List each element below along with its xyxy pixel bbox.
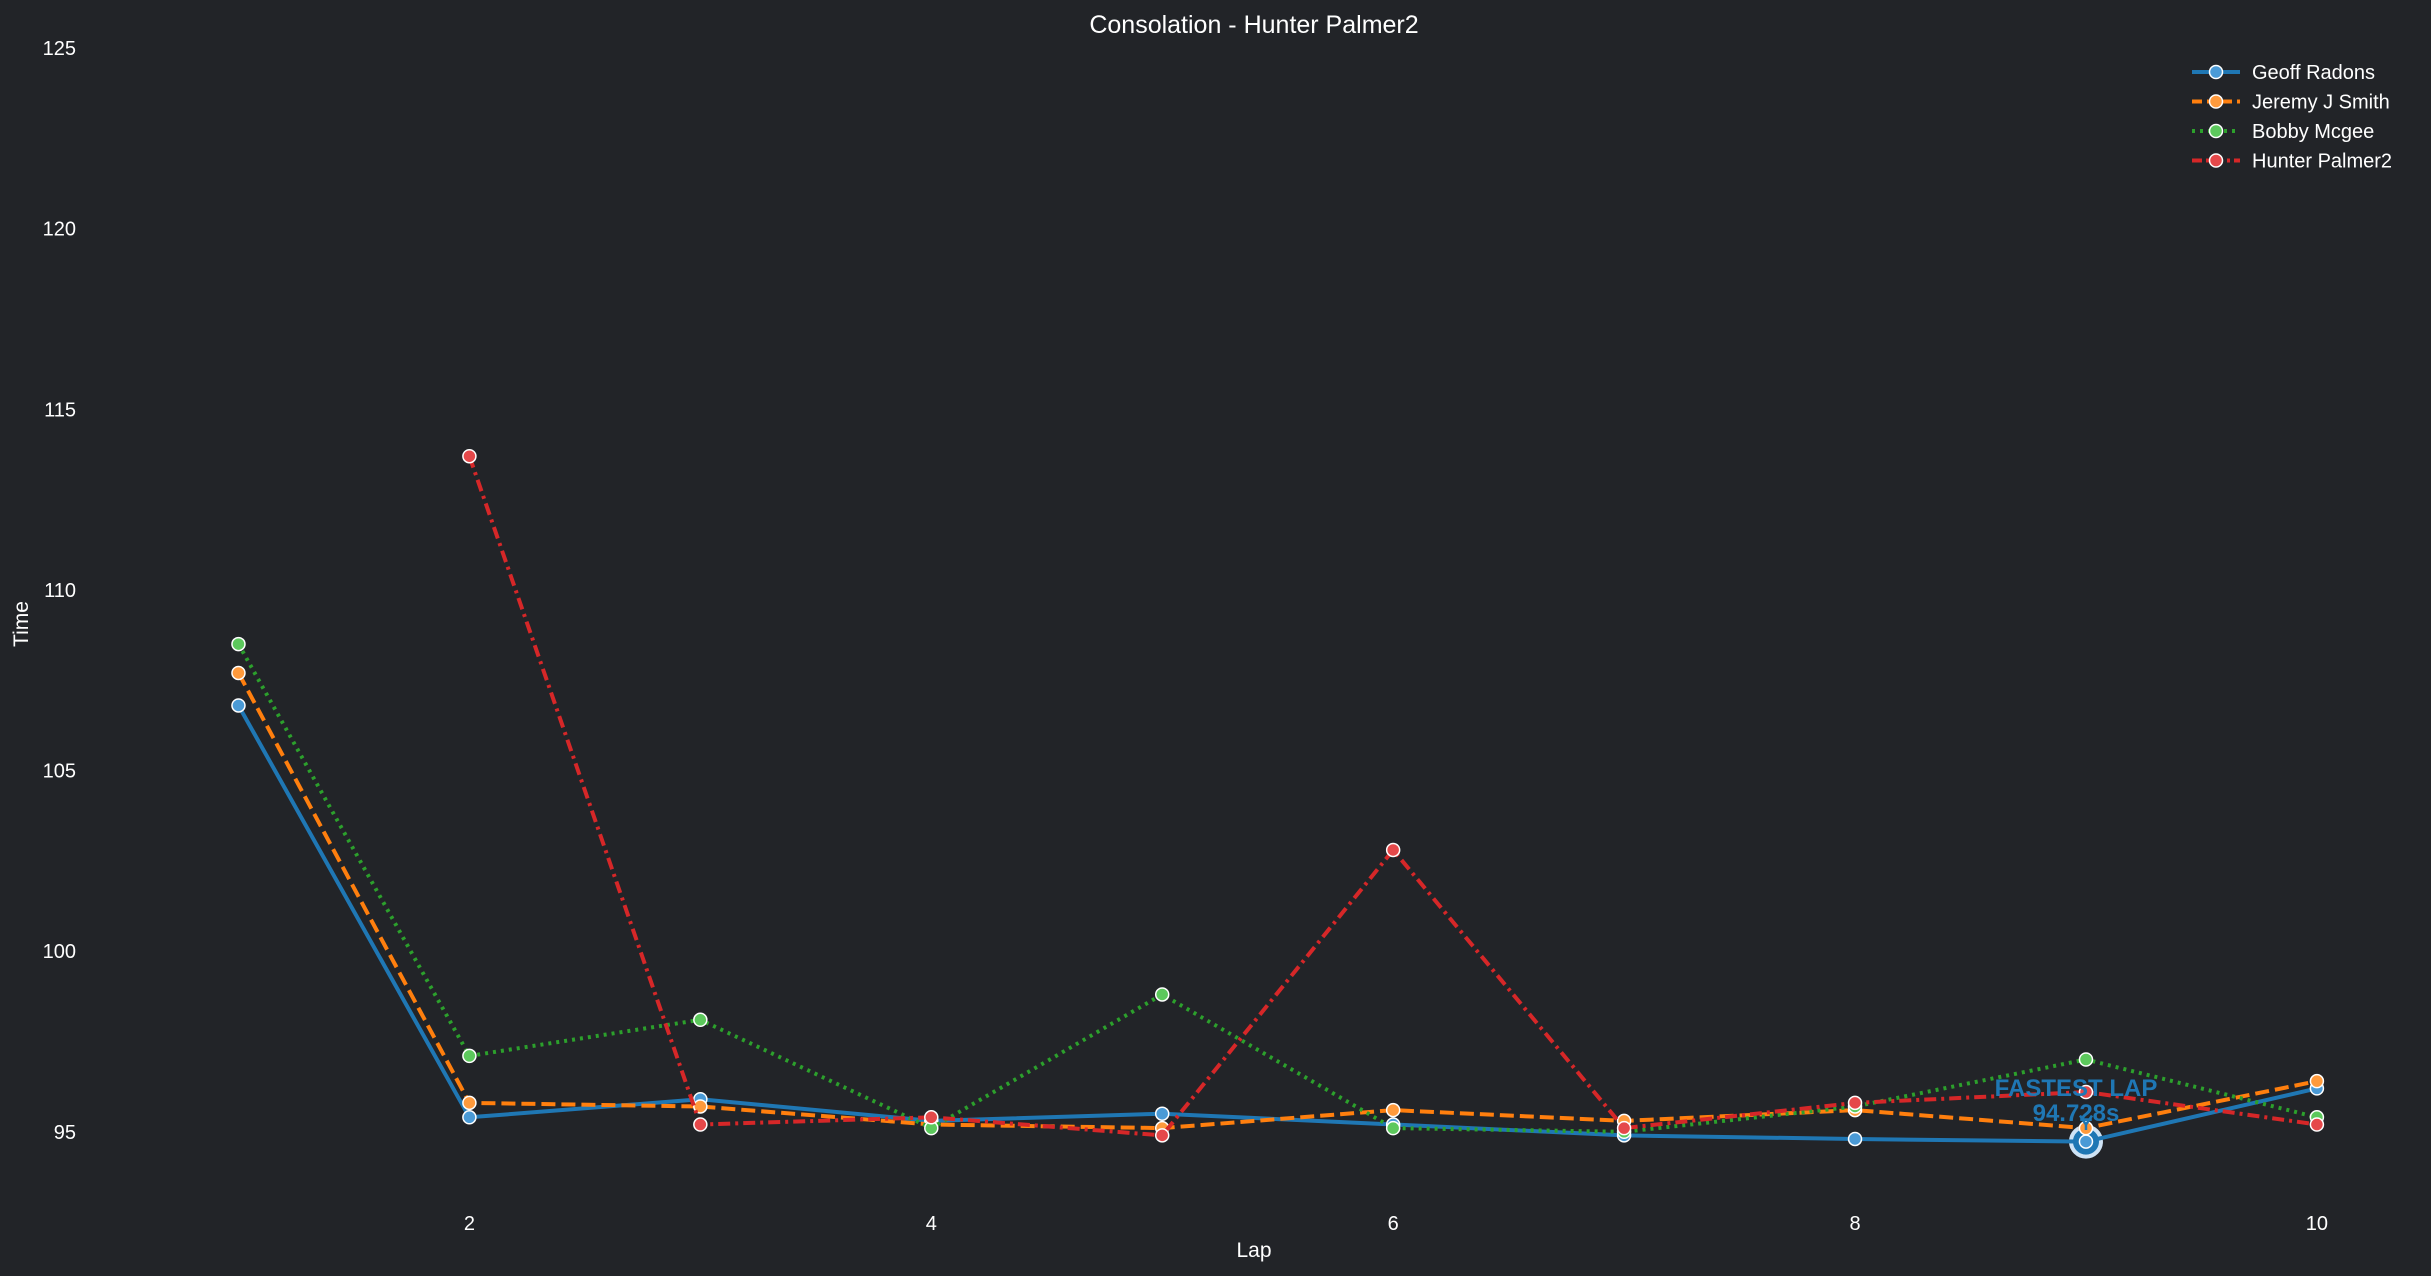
legend-swatch-marker (2208, 94, 2224, 109)
data-point (924, 1110, 939, 1125)
data-point (1385, 1120, 1401, 1136)
data-point (231, 665, 246, 681)
data-point (2309, 1117, 2325, 1132)
data-point (693, 1117, 708, 1132)
data-point (1154, 987, 1170, 1002)
data-point (462, 1048, 477, 1064)
data-point (2309, 1073, 2325, 1089)
series-line (236, 672, 2318, 1131)
series-layer (231, 448, 2325, 1159)
x-tick-label: 6 (1388, 1213, 1399, 1235)
data-point (1385, 842, 1401, 858)
data-point (1847, 1095, 1863, 1111)
data-point (1154, 1128, 1170, 1143)
data-point (2078, 1052, 2094, 1067)
y-axis-ticks: 95 100 105 110 115 120 125 (43, 38, 76, 1144)
series-jeremy-j-smith (231, 665, 2325, 1136)
data-point (2078, 1134, 2094, 1149)
data-point (462, 1110, 477, 1125)
annotation-label: FASTEST LAP (1995, 1075, 2158, 1102)
y-tick-label: 115 (44, 399, 76, 421)
data-point (1616, 1120, 1632, 1136)
y-tick-label: 105 (43, 761, 76, 783)
x-axis-ticks: 2 4 6 8 10 (464, 1213, 2328, 1235)
series-line (236, 643, 2318, 1134)
y-tick-label: 95 (54, 1122, 76, 1144)
series-hunter-palmer2 (462, 448, 2325, 1143)
legend: Geoff Radons Jeremy J Smith Bobby Mcgee Hun… (2192, 62, 2392, 173)
annotation-arrow-head (2078, 1114, 2094, 1127)
y-tick-label: 110 (44, 580, 76, 602)
data-point (462, 448, 477, 464)
legend-item: Geoff Radons (2192, 62, 2375, 84)
legend-label: Hunter Palmer2 (2252, 151, 2392, 173)
x-tick-label: 8 (1849, 1213, 1860, 1235)
x-tick-label: 4 (926, 1213, 937, 1235)
x-tick-label: 2 (464, 1213, 475, 1235)
data-point (693, 1012, 708, 1028)
data-point (231, 636, 246, 652)
y-tick-label: 100 (43, 941, 76, 963)
legend-label: Bobby Mcgee (2252, 121, 2374, 143)
annotation-value: 94.728s (2033, 1100, 2120, 1127)
y-axis-label: Time (10, 601, 33, 647)
data-point (231, 698, 246, 713)
y-tick-label: 125 (43, 38, 76, 60)
data-point (1385, 1102, 1401, 1118)
legend-item: Bobby Mcgee (2192, 121, 2374, 143)
data-point (1847, 1131, 1863, 1147)
legend-swatch-marker (2208, 64, 2224, 80)
data-point (1154, 1106, 1170, 1121)
legend-label: Jeremy J Smith (2252, 92, 2390, 114)
legend-swatch-marker (2208, 123, 2224, 139)
x-tick-label: 10 (2306, 1213, 2328, 1235)
legend-swatch-marker (2208, 153, 2224, 168)
legend-item: Hunter Palmer2 (2192, 151, 2392, 173)
legend-item: Jeremy J Smith (2192, 92, 2390, 114)
series-line (236, 704, 2318, 1144)
legend-label: Geoff Radons (2252, 62, 2375, 84)
x-axis-label: Lap (1236, 1239, 1271, 1262)
data-point (462, 1095, 477, 1111)
data-point (2078, 1084, 2094, 1100)
chart-title: Consolation - Hunter Palmer2 (1089, 11, 1418, 39)
fastest-lap-annotation: FASTEST LAP 94.728s (1995, 1075, 2158, 1130)
y-tick-label: 120 (43, 219, 76, 241)
